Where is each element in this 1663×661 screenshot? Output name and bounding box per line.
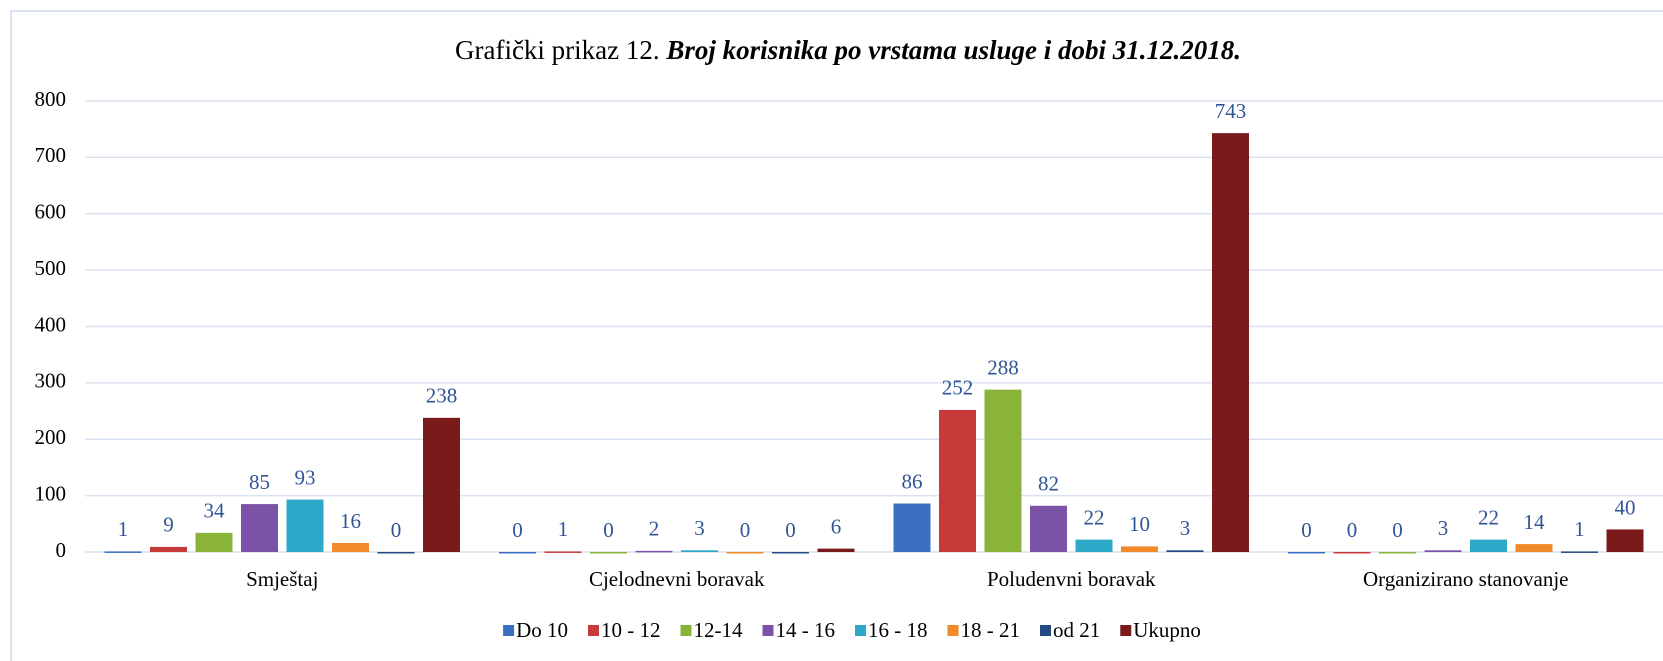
value-label: 3 (1438, 516, 1449, 540)
x-tick-label: Smještaj (246, 567, 318, 591)
value-label: 1 (1574, 517, 1585, 541)
bar (195, 532, 233, 552)
bar (635, 550, 673, 553)
value-label: 3 (1180, 516, 1191, 540)
bar (241, 504, 278, 552)
chart-title: Grafički prikaz 12. Broj korisnika po vr… (455, 35, 1241, 65)
value-label: 0 (603, 518, 614, 542)
y-tick-label: 400 (35, 312, 67, 336)
legend-label: 14 - 16 (776, 618, 836, 642)
bar (1470, 539, 1507, 552)
bar (1212, 133, 1249, 553)
title-prefix: Grafički prikaz 12. (455, 35, 660, 65)
bar (286, 499, 324, 552)
legend-swatch (855, 625, 866, 636)
value-label: 0 (785, 518, 796, 542)
bar (332, 542, 369, 552)
value-label: 0 (740, 518, 751, 542)
value-label: 0 (1392, 518, 1403, 542)
value-label: 86 (902, 469, 923, 493)
legend-swatch (503, 625, 515, 636)
legend-label: od 21 (1053, 618, 1100, 642)
value-label: 93 (295, 465, 316, 489)
legend-swatch (1040, 625, 1051, 636)
legend-label: 18 - 21 (961, 618, 1021, 642)
y-tick-label: 600 (35, 200, 67, 224)
value-label: 22 (1478, 505, 1499, 529)
bar (1333, 552, 1371, 554)
bar (1379, 552, 1416, 554)
bar (1030, 505, 1067, 552)
x-tick-label: Cjelodnevni boravak (589, 567, 765, 591)
bar (1288, 552, 1325, 554)
y-tick-label: 700 (35, 143, 67, 167)
value-label: 34 (204, 499, 226, 523)
legend-label: 10 - 12 (601, 618, 661, 642)
value-label: 238 (426, 384, 458, 408)
bar (1561, 551, 1598, 553)
chart-border (10, 10, 1663, 661)
value-label: 1 (118, 517, 129, 541)
value-label: 3 (694, 516, 705, 540)
value-label: 0 (1301, 518, 1312, 542)
bar (984, 389, 1022, 552)
bar (544, 551, 582, 553)
legend-label: 12-14 (694, 618, 743, 642)
bar (104, 551, 142, 553)
value-label: 2 (649, 517, 660, 541)
bar (150, 546, 187, 552)
value-label: 252 (942, 376, 974, 400)
bar (1166, 550, 1204, 552)
bar (939, 409, 976, 552)
value-label: 40 (1615, 495, 1636, 519)
x-tick-label: Poludenvni boravak (987, 567, 1156, 591)
legend-swatch (588, 625, 599, 636)
value-label: 85 (249, 470, 270, 494)
legend-swatch (947, 625, 959, 636)
legend-swatch (1120, 625, 1132, 636)
value-label: 14 (1524, 510, 1546, 534)
bar (423, 417, 460, 552)
bar (772, 552, 809, 554)
y-tick-label: 300 (35, 369, 67, 393)
bar (1121, 546, 1158, 552)
bar (590, 552, 627, 554)
y-tick-label: 500 (35, 256, 67, 280)
bar (681, 550, 718, 552)
bar (1075, 539, 1113, 552)
legend-label: Ukupno (1133, 618, 1201, 642)
y-tick-label: 800 (35, 87, 67, 111)
legend-label: Do 10 (516, 618, 568, 642)
bar (1606, 529, 1644, 552)
bar (377, 552, 415, 554)
value-label: 0 (391, 518, 402, 542)
value-label: 0 (1347, 518, 1358, 542)
y-tick-label: 200 (35, 425, 67, 449)
bar (893, 503, 931, 552)
value-label: 743 (1215, 99, 1247, 123)
value-label: 82 (1038, 472, 1059, 496)
value-label: 6 (831, 514, 842, 538)
bar (726, 552, 764, 554)
value-label: 9 (163, 513, 174, 537)
bar (817, 548, 855, 552)
value-label: 16 (340, 509, 361, 533)
value-label: 22 (1084, 505, 1105, 529)
legend-swatch (680, 625, 692, 636)
value-label: 0 (512, 518, 523, 542)
legend-swatch (762, 625, 774, 636)
x-tick-label: Organizirano stanovanje (1363, 567, 1568, 591)
value-label: 10 (1129, 512, 1150, 536)
value-label: 288 (987, 355, 1019, 379)
title-main: Broj korisnika po vrstama usluge i dobi … (665, 35, 1241, 65)
legend-label: 16 - 18 (868, 618, 928, 642)
value-label: 1 (558, 517, 569, 541)
bar (499, 552, 536, 554)
y-tick-label: 0 (56, 538, 67, 562)
y-tick-label: 100 (35, 481, 67, 505)
bar (1424, 550, 1462, 552)
bar (1515, 544, 1553, 552)
